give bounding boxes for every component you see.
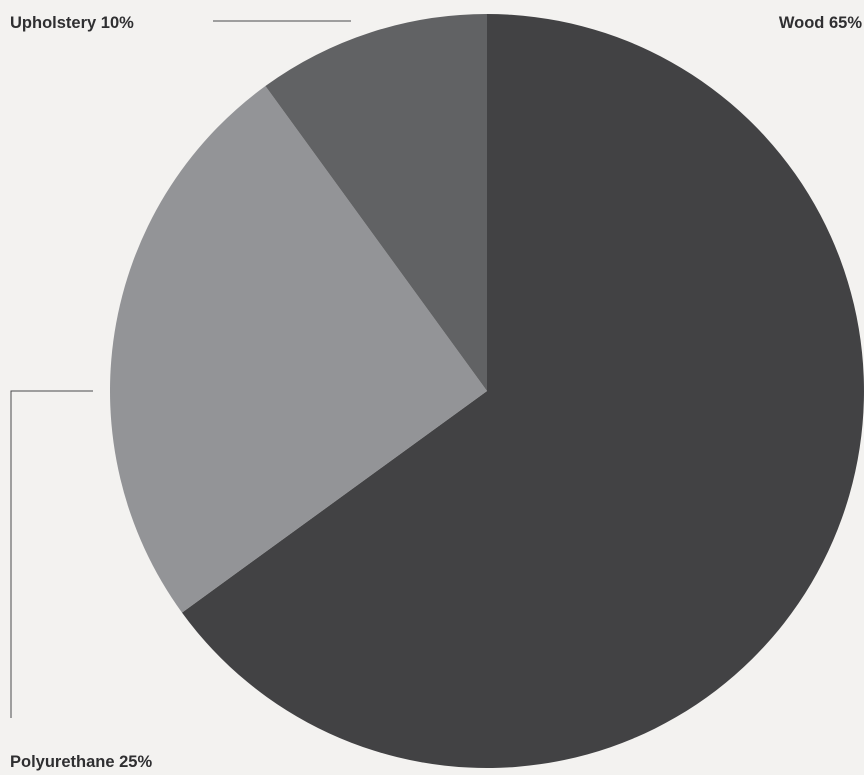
slice-label-wood: Wood 65% [779, 14, 862, 32]
leader-lines [10, 20, 351, 718]
pie-slices [109, 14, 864, 768]
pie-slice-wood [182, 14, 864, 768]
slice-labels: Wood 65% Polyurethane 25% Upholstery 10% [10, 14, 862, 771]
pie-slice-upholstery [265, 14, 487, 391]
slice-label-upholstery: Upholstery 10% [10, 14, 134, 32]
pie-slice-polyurethane [109, 86, 488, 613]
slice-label-polyurethane: Polyurethane 25% [10, 753, 152, 771]
leader-line-polyurethane [10, 390, 93, 718]
